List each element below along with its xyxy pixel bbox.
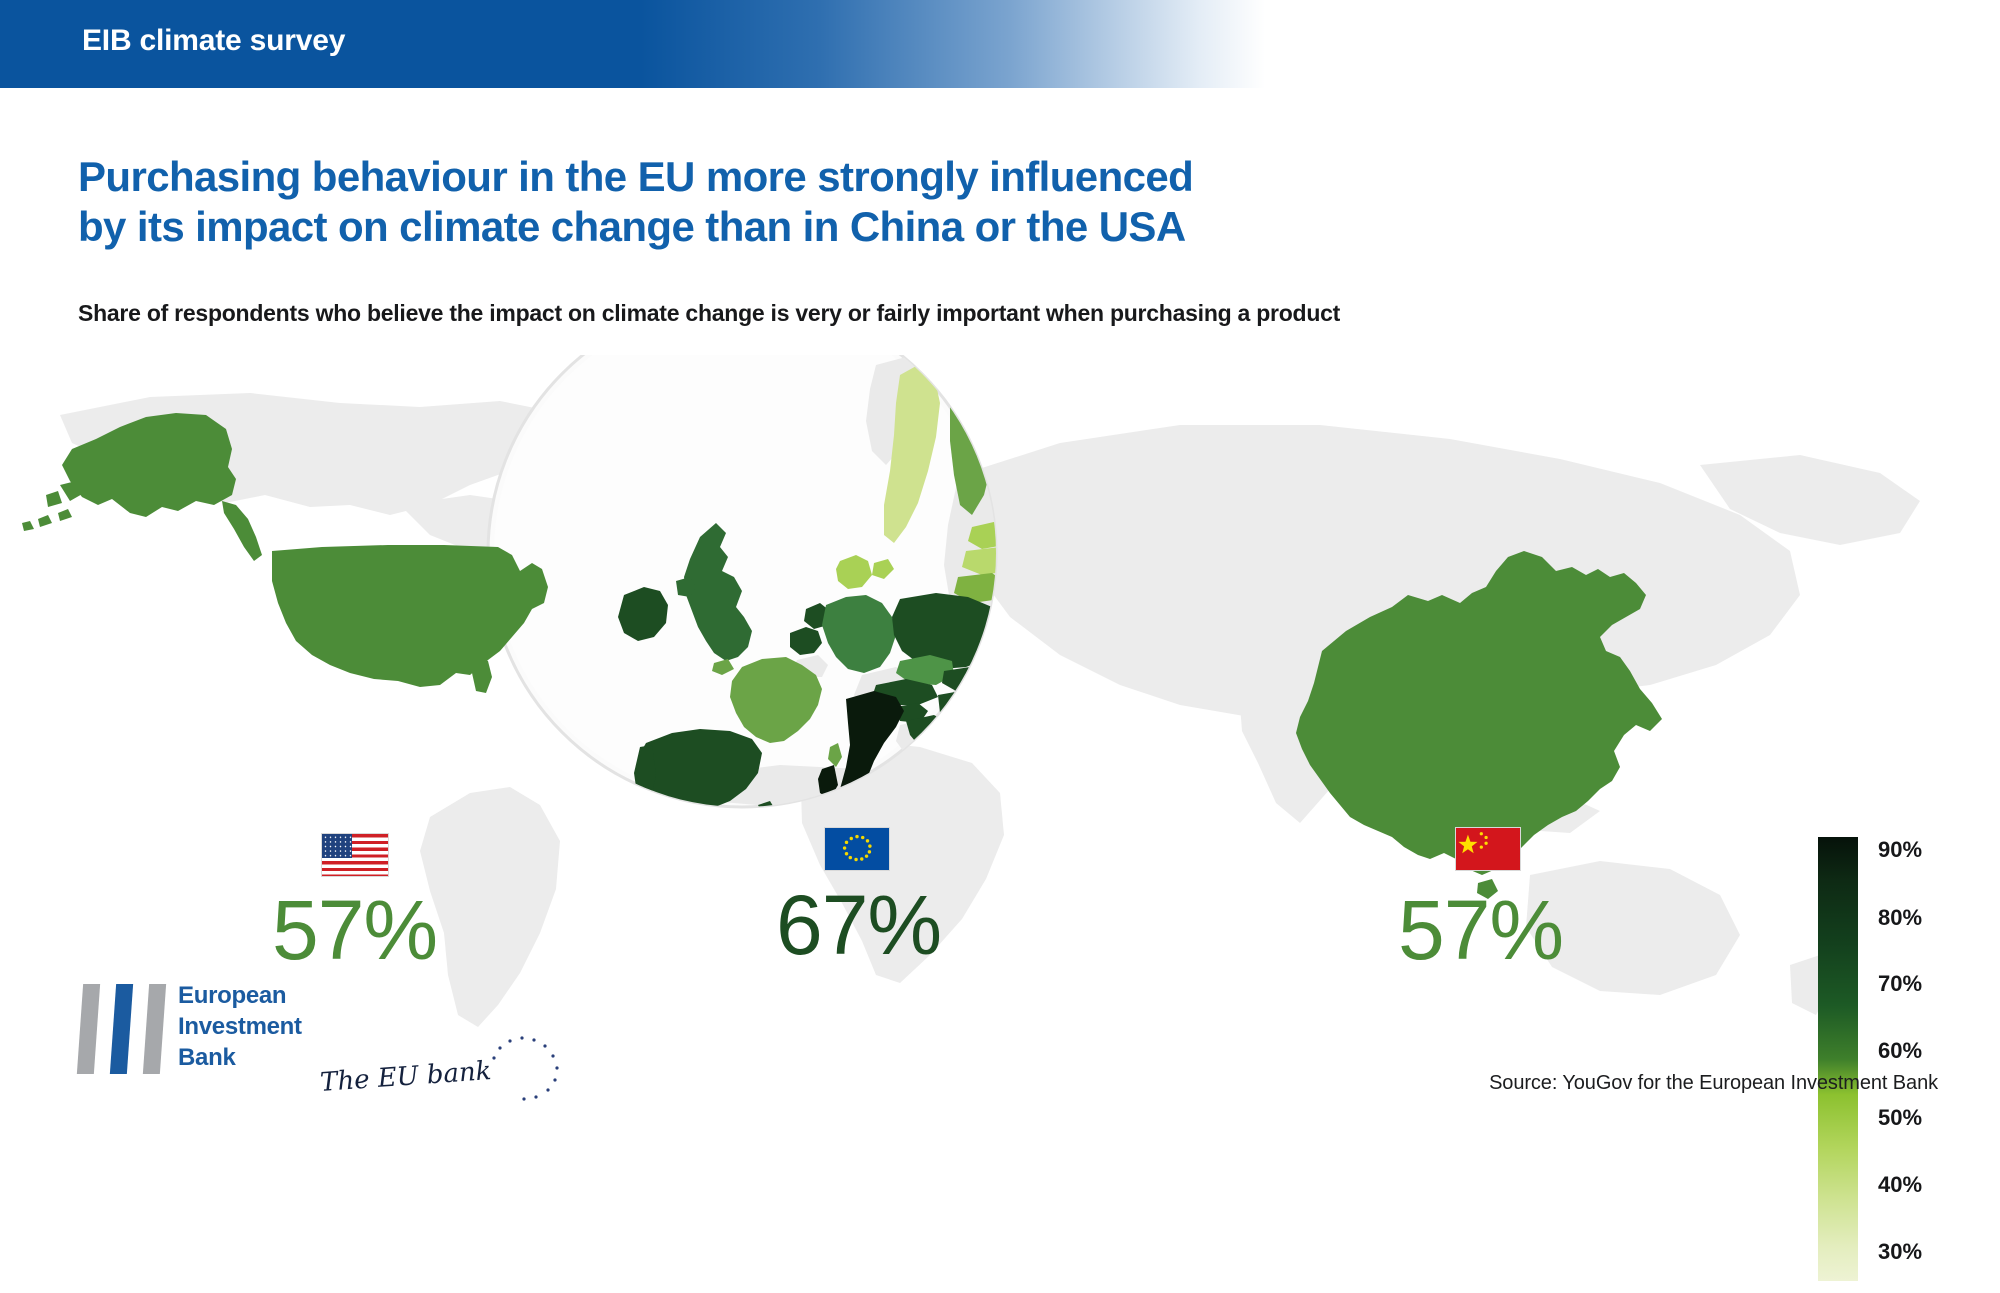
china-percent-value: 57% (1398, 883, 1564, 977)
us-flag-icon (321, 833, 389, 877)
logo-tagline: The EU bank (319, 1056, 493, 1098)
usa-map-shape (22, 413, 548, 693)
usa-percent-value: 57% (272, 883, 438, 977)
eib-logo: European Investment Bank The EU bank (76, 980, 559, 1101)
colorbar-legend (1818, 837, 1858, 1281)
world-map-svg (22, 355, 1920, 1027)
logo-line-3: Bank (178, 1044, 236, 1072)
logo-bar-left (76, 984, 101, 1074)
colorbar-tick-30: 30% (1878, 1239, 1923, 1264)
country-ireland (618, 587, 668, 641)
source-note: Source: YouGov for the European Investme… (1489, 1072, 1938, 1094)
header-title: EIB climate survey (82, 24, 346, 57)
page-title-line-2: by its impact on climate change than in … (78, 202, 1186, 250)
page-subtitle: Share of respondents who believe the imp… (78, 300, 1341, 326)
page-title: Purchasing behaviour in the EU more stro… (78, 152, 1578, 251)
colorbar-gradient (1818, 837, 1858, 1281)
page-title-line-1: Purchasing behaviour in the EU more stro… (78, 153, 1194, 200)
logo-bar-right (142, 984, 167, 1074)
logo-bar-middle (109, 984, 134, 1074)
colorbar-tick-90: 90% (1878, 837, 1923, 862)
logo-wordmark: European Investment Bank (178, 980, 302, 1074)
world-map: 57% 67% 57% 90% 80% 70% 60% 50% 40% 30% (0, 355, 2000, 1281)
colorbar-tick-50: 50% (1878, 1105, 1923, 1130)
header-bar (0, 0, 2000, 88)
colorbar-tick-70: 70% (1878, 971, 1923, 996)
eu-percent-value: 67% (776, 878, 942, 972)
colorbar-tick-40: 40% (1878, 1172, 1923, 1197)
eu-stars-arc-icon (492, 1036, 559, 1101)
colorbar-tick-80: 80% (1878, 905, 1923, 930)
colorbar-tick-60: 60% (1878, 1038, 1923, 1063)
china-map-shape (1296, 551, 1662, 899)
cn-flag-icon (1455, 827, 1521, 871)
colorbar-tick-labels: 90% 80% 70% 60% 50% 40% 30% (1878, 823, 1988, 1293)
logo-line-1: European (178, 982, 287, 1009)
eu-flag-icon (824, 827, 890, 871)
logo-line-2: Investment (178, 1013, 302, 1041)
